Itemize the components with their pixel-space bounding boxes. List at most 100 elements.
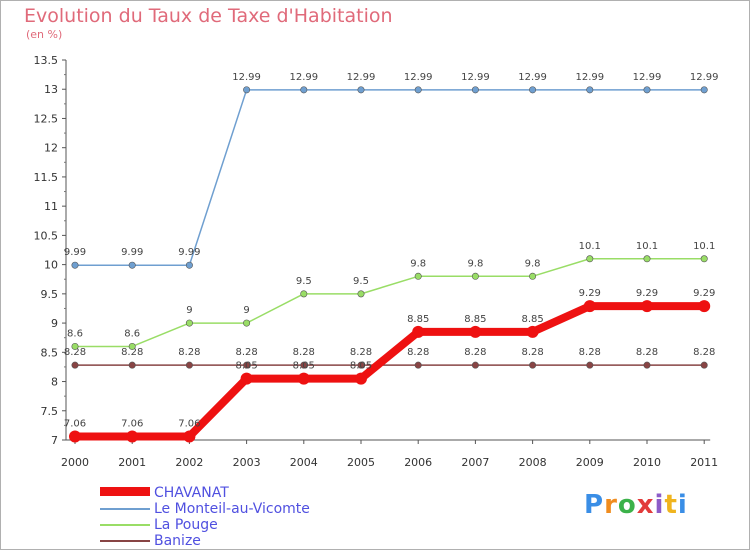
data-point-banize xyxy=(586,361,594,369)
data-label-chavanat: 8.85 xyxy=(407,314,429,325)
y-tick-label: 12 xyxy=(44,142,58,155)
x-tick-label: 2010 xyxy=(633,456,661,469)
y-tick-label: 10.5 xyxy=(34,229,59,242)
data-label-le-monteil-au-vicomte: 12.99 xyxy=(461,72,490,83)
data-point-la-pouge xyxy=(71,342,79,350)
data-point-la-pouge xyxy=(643,255,651,263)
data-label-le-monteil-au-vicomte: 12.99 xyxy=(633,72,662,83)
data-point-la-pouge xyxy=(414,272,422,280)
y-tick-label: 11.5 xyxy=(34,171,59,184)
data-point-le-monteil-au-vicomte xyxy=(357,86,365,94)
data-label-la-pouge: 9 xyxy=(186,305,192,316)
data-point-chavanat xyxy=(526,325,539,338)
y-tick-label: 12.5 xyxy=(34,112,59,125)
data-point-chavanat xyxy=(355,372,367,385)
data-label-banize: 8.28 xyxy=(636,347,658,358)
proxiti-logo: Proxiti xyxy=(584,490,688,520)
data-label-banize: 8.28 xyxy=(693,347,715,358)
data-label-chavanat: 9.29 xyxy=(579,288,601,299)
data-point-chavanat xyxy=(698,300,711,313)
data-point-banize xyxy=(357,361,365,369)
data-point-banize xyxy=(185,361,193,369)
data-point-chavanat xyxy=(412,325,425,338)
data-point-la-pouge xyxy=(529,272,537,280)
data-point-la-pouge xyxy=(586,255,594,263)
legend-swatch-le-monteil-au-vicomte xyxy=(100,508,150,510)
data-point-banize xyxy=(243,361,251,369)
data-label-banize: 8.28 xyxy=(235,347,257,358)
data-label-le-monteil-au-vicomte: 9.99 xyxy=(178,247,200,258)
data-label-le-monteil-au-vicomte: 9.99 xyxy=(64,247,86,258)
data-label-la-pouge: 10.1 xyxy=(636,241,658,252)
data-label-la-pouge: 8.6 xyxy=(124,328,140,339)
data-point-la-pouge xyxy=(300,290,308,298)
x-tick-label: 2009 xyxy=(576,456,604,469)
x-tick-label: 2001 xyxy=(118,456,146,469)
x-tick-label: 2000 xyxy=(61,456,89,469)
data-point-le-monteil-au-vicomte xyxy=(300,86,308,94)
data-point-banize xyxy=(700,361,708,369)
data-label-le-monteil-au-vicomte: 12.99 xyxy=(575,72,604,83)
data-label-la-pouge: 9.8 xyxy=(525,258,541,269)
data-label-la-pouge: 9.8 xyxy=(410,258,426,269)
series-line-la-pouge xyxy=(74,258,705,348)
data-point-la-pouge xyxy=(357,290,365,298)
data-point-la-pouge xyxy=(128,342,136,350)
data-label-banize: 8.28 xyxy=(64,347,86,358)
data-point-le-monteil-au-vicomte xyxy=(586,86,594,94)
data-label-chavanat: 8.05 xyxy=(235,361,257,372)
data-label-banize: 8.28 xyxy=(293,347,315,358)
x-tick-label: 2006 xyxy=(404,456,432,469)
x-tick-label: 2011 xyxy=(690,456,718,469)
series-line-le-monteil-au-vicomte xyxy=(74,89,705,266)
data-label-la-pouge: 9.5 xyxy=(296,276,312,287)
legend-swatch-banize xyxy=(100,540,150,542)
data-point-le-monteil-au-vicomte xyxy=(185,261,193,269)
y-tick-label: 9 xyxy=(51,317,58,330)
data-point-chavanat xyxy=(469,325,482,338)
data-label-chavanat: 8.05 xyxy=(350,361,372,372)
data-label-chavanat: 9.29 xyxy=(636,288,658,299)
data-point-banize xyxy=(414,361,422,369)
data-label-le-monteil-au-vicomte: 12.99 xyxy=(232,72,261,83)
data-label-le-monteil-au-vicomte: 12.99 xyxy=(347,72,376,83)
legend-swatch-la-pouge xyxy=(100,524,150,526)
data-point-banize xyxy=(71,361,79,369)
x-tick-label: 2002 xyxy=(175,456,203,469)
data-point-chavanat xyxy=(297,372,310,385)
data-label-banize: 8.28 xyxy=(178,347,200,358)
data-label-banize: 8.28 xyxy=(521,347,543,358)
legend-label-le-monteil-au-vicomte: Le Monteil-au-Vicomte xyxy=(154,501,310,517)
data-point-le-monteil-au-vicomte xyxy=(71,261,79,269)
legend-label-banize: Banize xyxy=(154,533,201,549)
data-label-chavanat: 8.85 xyxy=(521,314,543,325)
data-point-chavanat xyxy=(583,300,596,313)
y-tick-label: 13.5 xyxy=(34,54,59,67)
data-label-banize: 8.28 xyxy=(121,347,143,358)
data-label-chavanat: 8.85 xyxy=(464,314,486,325)
data-label-chavanat: 7.06 xyxy=(64,418,86,429)
data-point-banize xyxy=(471,361,479,369)
data-point-la-pouge xyxy=(471,272,479,280)
chart-title: Evolution du Taux de Taxe d'Habitation xyxy=(24,5,393,27)
data-point-chavanat xyxy=(126,430,139,443)
data-point-chavanat xyxy=(641,300,653,313)
y-tick-label: 10 xyxy=(44,259,58,272)
data-point-le-monteil-au-vicomte xyxy=(700,86,708,94)
data-point-le-monteil-au-vicomte xyxy=(128,261,136,269)
chart-series: 8.28 8.28 8.28 8.28 8.28 8.28 8.28 8.28 8.28 8.28… xyxy=(64,72,719,443)
data-label-chavanat: 9.29 xyxy=(693,288,715,299)
chart-axes: 7 7.5 8 8.5 9 9.5 10 10.5 11 11.5 12 12.5 13 13.5 2000… xyxy=(34,54,719,469)
data-point-banize xyxy=(300,361,308,369)
data-label-le-monteil-au-vicomte: 12.99 xyxy=(690,72,719,83)
x-tick-label: 2007 xyxy=(461,456,489,469)
data-label-le-monteil-au-vicomte: 9.99 xyxy=(121,247,143,258)
data-label-chavanat: 7.06 xyxy=(178,418,200,429)
data-point-le-monteil-au-vicomte xyxy=(529,86,537,94)
data-point-chavanat xyxy=(69,430,81,443)
legend-swatch-chavanat xyxy=(100,487,150,496)
data-label-la-pouge: 9 xyxy=(243,305,249,316)
y-tick-label: 7.5 xyxy=(41,405,59,418)
